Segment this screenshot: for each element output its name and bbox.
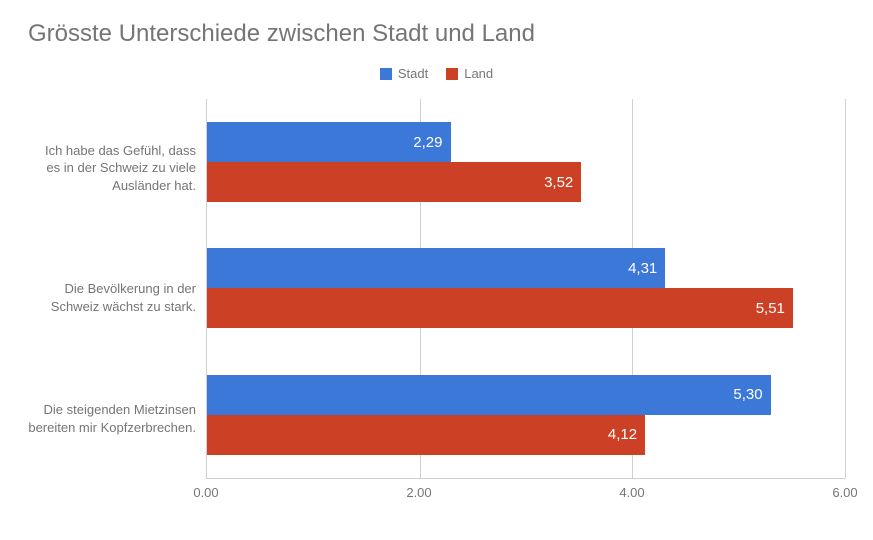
category-label: Die Bevölkerung in der Schweiz wächst zu… bbox=[28, 280, 196, 315]
bar-value: 5,30 bbox=[733, 386, 762, 403]
legend: Stadt Land bbox=[28, 66, 845, 81]
bar-stadt: 4,31 bbox=[207, 248, 665, 288]
legend-swatch-land bbox=[446, 68, 458, 80]
x-tick: 0.00 bbox=[193, 485, 218, 500]
legend-swatch-stadt bbox=[380, 68, 392, 80]
x-tick: 6.00 bbox=[832, 485, 857, 500]
category-label: Die steigenden Mietzinsen bereiten mir K… bbox=[28, 401, 196, 436]
x-tick: 4.00 bbox=[619, 485, 644, 500]
bar-value: 5,51 bbox=[756, 300, 785, 317]
category-label: Ich habe das Gefühl, dass es in der Schw… bbox=[28, 142, 196, 195]
bar-group: 4,31 5,51 bbox=[207, 248, 845, 328]
bar-stadt: 2,29 bbox=[207, 122, 451, 162]
plot-area: 2,29 3,52 4,31 5,51 5,30 4,12 bbox=[206, 99, 845, 479]
legend-label-land: Land bbox=[464, 66, 493, 81]
legend-label-stadt: Stadt bbox=[398, 66, 428, 81]
bar-land: 5,51 bbox=[207, 288, 793, 328]
chart-title: Grösste Unterschiede zwischen Stadt und … bbox=[28, 20, 845, 48]
legend-item-land: Land bbox=[446, 66, 493, 81]
chart-area: Ich habe das Gefühl, dass es in der Schw… bbox=[28, 99, 845, 479]
bar-value: 3,52 bbox=[544, 174, 573, 191]
bar-land: 4,12 bbox=[207, 415, 645, 455]
legend-item-stadt: Stadt bbox=[380, 66, 428, 81]
bar-value: 2,29 bbox=[413, 134, 442, 151]
y-axis-labels: Ich habe das Gefühl, dass es in der Schw… bbox=[28, 99, 206, 479]
x-tick: 2.00 bbox=[406, 485, 431, 500]
x-axis: 0.00 2.00 4.00 6.00 bbox=[206, 485, 845, 509]
bar-group: 5,30 4,12 bbox=[207, 375, 845, 455]
bar-land: 3,52 bbox=[207, 162, 581, 202]
bar-value: 4,12 bbox=[608, 426, 637, 443]
bar-group: 2,29 3,52 bbox=[207, 122, 845, 202]
bar-stadt: 5,30 bbox=[207, 375, 771, 415]
bar-groups: 2,29 3,52 4,31 5,51 5,30 4,12 bbox=[207, 99, 845, 478]
bar-value: 4,31 bbox=[628, 260, 657, 277]
gridline bbox=[845, 99, 846, 478]
